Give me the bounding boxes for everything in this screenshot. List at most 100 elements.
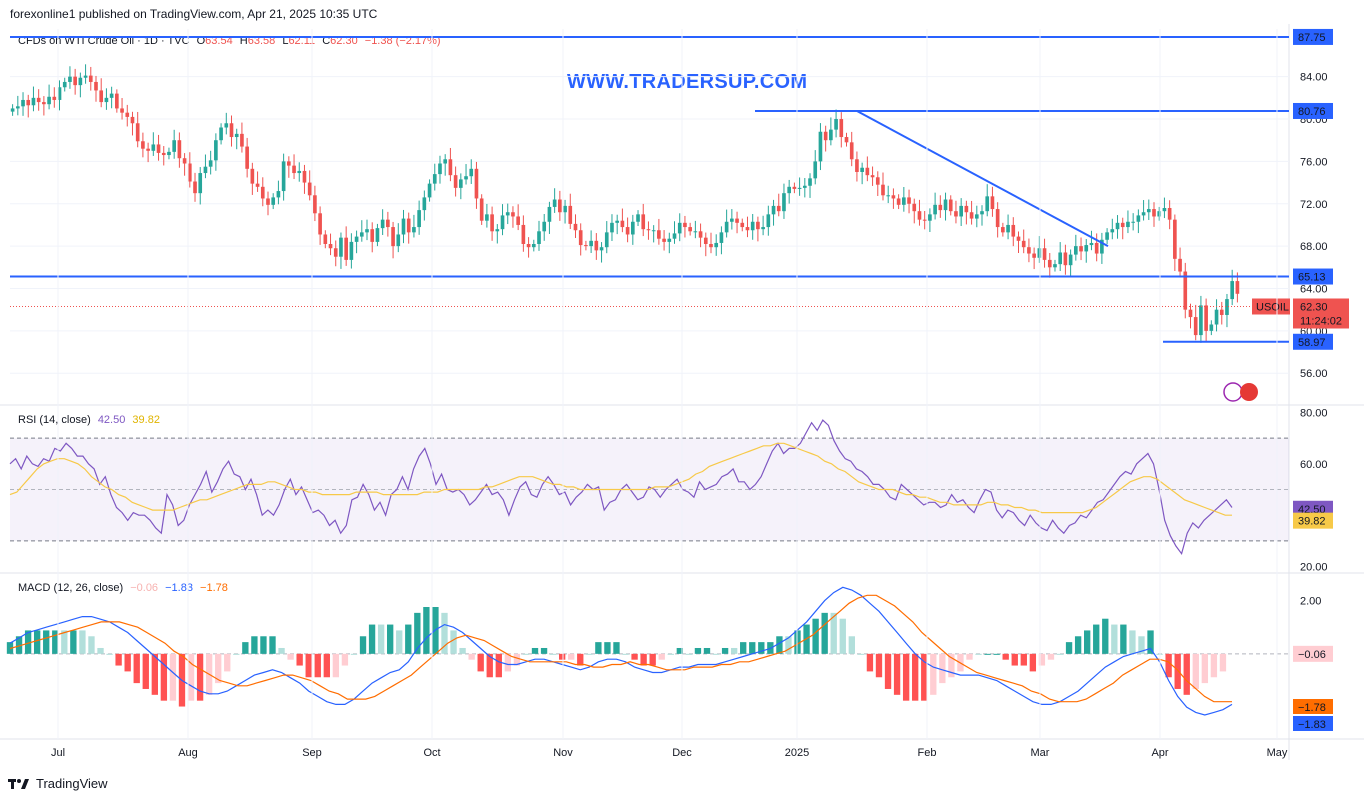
price-tag-58.97: 58.97	[1298, 337, 1326, 349]
candle	[240, 133, 244, 147]
candle	[1089, 242, 1094, 246]
candle	[469, 168, 474, 177]
change-value: −1.38 (−2.17%)	[364, 35, 441, 47]
candle	[245, 146, 249, 169]
candle	[578, 230, 583, 246]
candle	[1183, 271, 1188, 310]
candle	[537, 231, 541, 245]
candle	[995, 209, 1000, 228]
candle	[980, 211, 984, 215]
macd-histogram-bar	[984, 653, 991, 655]
candle	[62, 81, 67, 88]
candle	[94, 81, 98, 91]
candle	[234, 133, 239, 138]
candle	[855, 159, 859, 172]
candle	[1225, 299, 1229, 315]
symbol-tag-bg	[1252, 298, 1290, 315]
macd-histogram-bar	[893, 653, 901, 695]
candle	[750, 221, 755, 231]
price-tag-58.97-bg	[1293, 333, 1333, 350]
macd-histogram-bar	[1056, 653, 1064, 655]
candle	[651, 230, 656, 232]
macd-histogram-bar	[839, 618, 846, 654]
macd-title[interactable]: MACD (12, 26, close)	[18, 582, 124, 594]
candle	[323, 234, 328, 245]
candle	[625, 227, 630, 235]
candle	[974, 214, 979, 219]
x-tick-label: Nov	[553, 747, 573, 759]
candle	[375, 228, 380, 242]
macd-histogram-bar	[24, 630, 32, 654]
candle	[933, 204, 937, 215]
macd-histogram-bar	[640, 653, 647, 666]
candle	[1021, 240, 1026, 248]
macd-histogram-bar	[912, 653, 919, 701]
candle	[88, 75, 93, 82]
candle	[693, 231, 698, 233]
candle	[250, 168, 255, 184]
macd-histogram-bar	[504, 653, 512, 672]
macd-histogram-bar	[169, 653, 177, 701]
candle	[1079, 246, 1083, 252]
macd-histogram-bar	[368, 624, 376, 654]
candle	[21, 99, 25, 107]
macd-histogram-bar	[694, 647, 702, 654]
candle	[1193, 317, 1198, 336]
footer-brand[interactable]: TradingView	[8, 776, 108, 791]
macd-histogram-bar	[52, 630, 59, 654]
candle	[808, 178, 812, 186]
macd-histogram-bar	[1165, 653, 1172, 678]
candle	[1115, 222, 1120, 230]
macd-histogram-bar	[549, 653, 557, 655]
macd-histogram-bar	[1038, 653, 1046, 666]
candle	[344, 237, 348, 260]
candle	[1047, 259, 1052, 268]
candle	[203, 166, 208, 174]
instrument-name[interactable]: CFDs on WTI Crude Oil · 1D · TVC	[18, 35, 190, 47]
rsi-value: 42.50	[97, 414, 126, 426]
publish-info: forexonline1 published on TradingView.co…	[10, 7, 378, 21]
macd-value: −1.83	[165, 582, 193, 594]
candle	[271, 197, 276, 205]
macd-histogram-bar	[1011, 653, 1018, 666]
candle	[1011, 224, 1016, 237]
macd-histogram-bar	[296, 653, 303, 666]
macd-histogram-bar	[794, 630, 801, 654]
candle	[104, 97, 109, 103]
candle	[432, 174, 437, 184]
candle	[688, 227, 692, 232]
candle	[969, 212, 974, 219]
candle	[354, 236, 359, 242]
candle	[1167, 207, 1172, 220]
candle	[907, 197, 911, 204]
candle	[636, 214, 640, 222]
macd-histogram-bar	[70, 630, 77, 654]
rsi-legend: RSI (14, close) 42.50 39.82	[18, 414, 164, 426]
macd-histogram-bar	[540, 647, 548, 654]
candle	[15, 106, 20, 109]
candle	[479, 198, 484, 221]
candle	[412, 227, 416, 233]
macd-histogram-bar	[88, 636, 95, 654]
candle	[177, 140, 182, 159]
macd-histogram-bar	[1183, 653, 1190, 695]
macd-histogram-bar	[97, 647, 104, 654]
macd-histogram-bar	[1047, 653, 1055, 660]
macd-histogram-bar	[703, 647, 711, 654]
candle	[1209, 324, 1214, 331]
candle	[641, 214, 646, 230]
x-tick-label: 2025	[785, 747, 809, 759]
candle	[198, 173, 203, 194]
candle	[865, 167, 870, 176]
macd-histogram-bar	[242, 642, 249, 654]
candle	[47, 96, 51, 105]
candle	[292, 165, 296, 174]
candle	[57, 87, 62, 100]
candle	[1120, 222, 1125, 228]
macd-histogram-bar	[1192, 653, 1199, 689]
candle	[1146, 209, 1151, 213]
candle	[1230, 281, 1235, 300]
candle	[740, 222, 745, 228]
rsi-title[interactable]: RSI (14, close)	[18, 414, 91, 426]
